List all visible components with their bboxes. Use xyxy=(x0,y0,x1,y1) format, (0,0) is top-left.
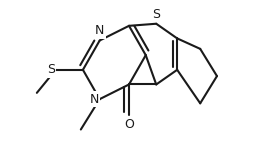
Text: S: S xyxy=(47,63,55,76)
Text: S: S xyxy=(152,8,160,21)
Text: N: N xyxy=(95,24,104,37)
Text: N: N xyxy=(89,93,99,106)
Text: S: S xyxy=(152,8,160,21)
Text: O: O xyxy=(124,118,134,131)
Text: N: N xyxy=(95,24,104,37)
Text: O: O xyxy=(124,118,134,131)
Text: S: S xyxy=(47,63,55,76)
Text: N: N xyxy=(89,93,99,106)
